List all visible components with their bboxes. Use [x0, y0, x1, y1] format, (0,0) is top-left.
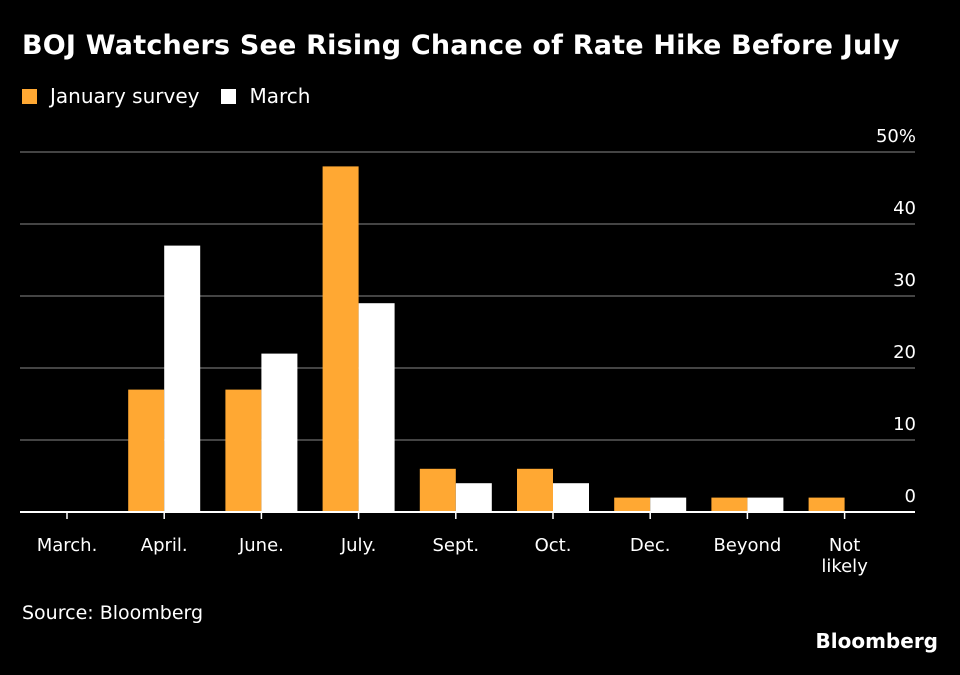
x-tick-label-2: June.: [238, 535, 284, 556]
legend-swatch-march: [221, 88, 237, 104]
bar-january-1: [128, 389, 165, 512]
source-note: Source: Bloomberg: [22, 602, 204, 624]
legend-item-january: January survey: [22, 84, 199, 108]
x-tick-label-5: Oct.: [535, 535, 572, 556]
y-tick-label-0: 0: [905, 486, 916, 507]
legend-swatch-january: [22, 88, 37, 104]
legend: January survey March: [22, 84, 332, 108]
x-tick-label-0: March.: [37, 535, 98, 556]
y-tick-label-40: 40: [893, 198, 916, 219]
legend-item-march: March: [221, 84, 310, 108]
chart-title: BOJ Watchers See Rising Chance of Rate H…: [22, 30, 900, 61]
bar-january-8: [808, 497, 845, 512]
bar-january-7: [711, 497, 748, 512]
bar-march-1: [164, 245, 201, 512]
y-tick-label-30: 30: [893, 270, 916, 291]
y-tick-label-50: 50%: [876, 126, 916, 147]
x-tick-label-1: April.: [141, 535, 188, 556]
bar-january-5: [517, 468, 553, 512]
y-tick-label-20: 20: [893, 342, 916, 363]
bar-march-5: [553, 483, 589, 512]
brand-logo: Bloomberg: [815, 629, 938, 653]
x-tick-label-3: July.: [340, 535, 377, 556]
bar-march-6: [650, 497, 687, 512]
x-tick-label-7: Beyond: [713, 535, 781, 556]
bar-march-7: [747, 497, 784, 512]
bar-january-4: [419, 468, 456, 512]
y-tick-label-10: 10: [893, 414, 916, 435]
bar-january-3: [322, 166, 359, 512]
bar-january-6: [614, 497, 651, 512]
bar-march-3: [358, 303, 395, 512]
bar-march-2: [261, 353, 298, 512]
legend-label-january: January survey: [50, 84, 200, 108]
legend-label-march: March: [249, 84, 311, 108]
x-tick-label-6: Dec.: [630, 535, 671, 556]
x-tick-label-4: Sept.: [432, 535, 479, 556]
bar-march-4: [455, 483, 492, 512]
x-tick-label-8: Not likely: [821, 535, 868, 577]
bar-january-2: [225, 389, 262, 512]
